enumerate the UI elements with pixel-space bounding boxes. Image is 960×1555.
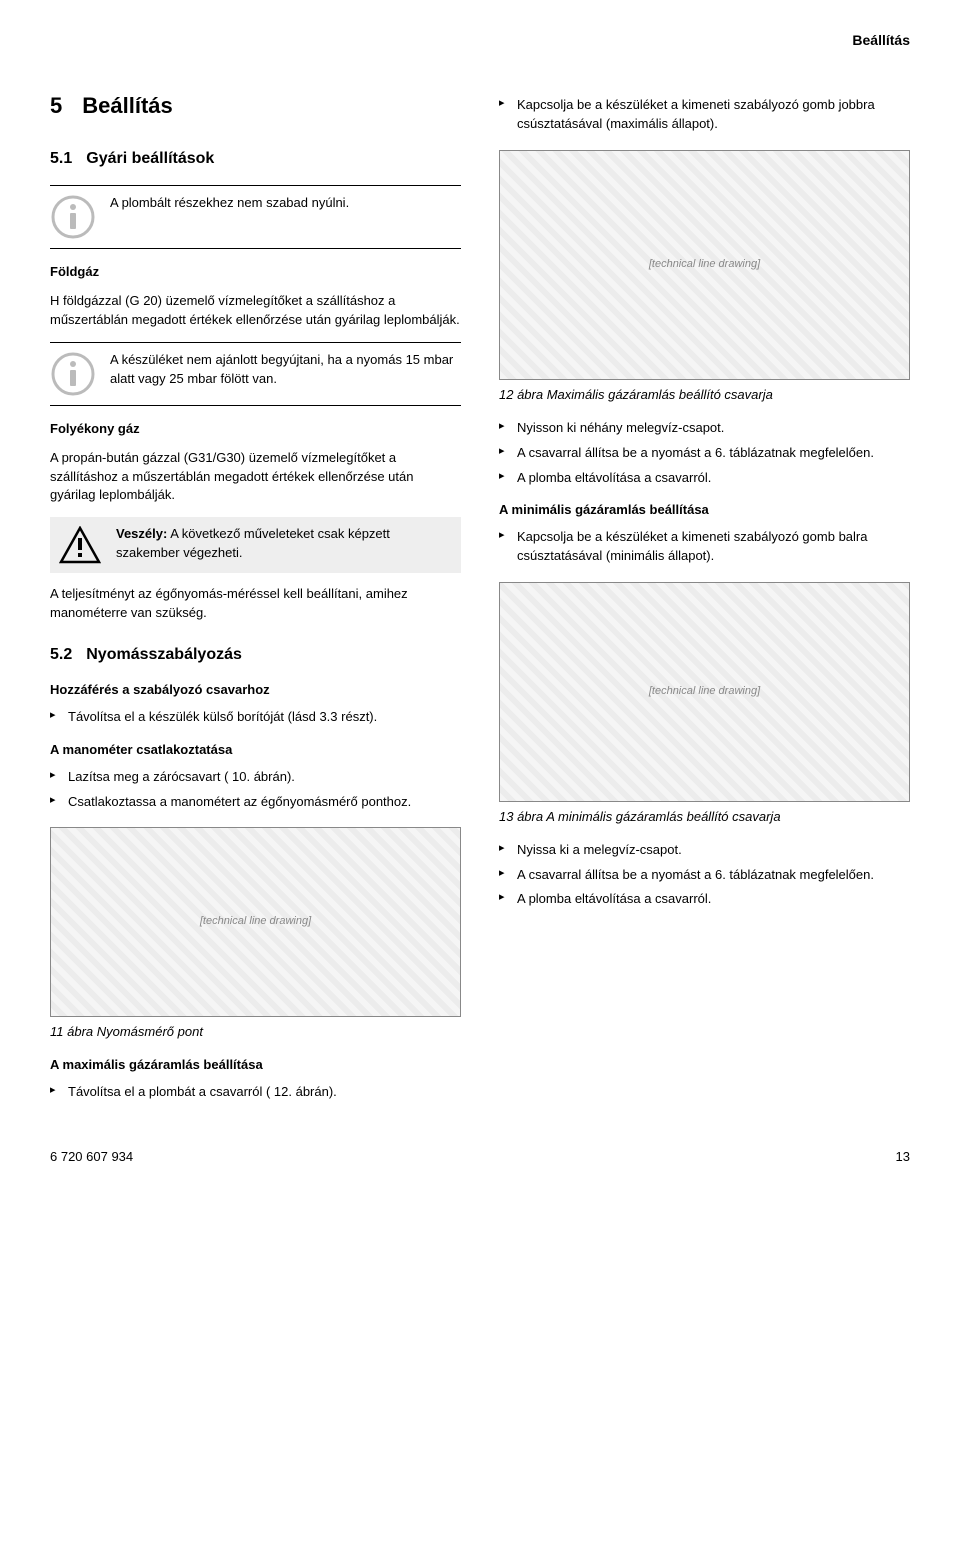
section-title: Beállítás [82,93,173,118]
para-teljesitmeny: A teljesítményt az égőnyomás-méréssel ke… [50,585,461,623]
list-kapcs-max: Kapcsolja be a készüléket a kimeneti sza… [499,96,910,134]
list-manometer: Lazítsa meg a zárócsavart ( 10. ábrán). … [50,768,461,812]
list-item: Távolítsa el a készülék külső borítóját … [50,708,461,727]
list-kapcs-min: Kapcsolja be a készüléket a kimeneti sza… [499,528,910,566]
list-item: Lazítsa meg a zárócsavart ( 10. ábrán). [50,768,461,787]
sub-title: Gyári beállítások [86,150,214,167]
warning-text: Veszély: A következő műveleteket csak ké… [116,525,453,563]
list-item: Nyissa ki a melegvíz-csapot. [499,841,910,860]
list-item: A csavarral állítsa be a nyomást a 6. tá… [499,444,910,463]
figure-13: [technical line drawing] [499,582,910,802]
list-item: Kapcsolja be a készüléket a kimeneti sza… [499,96,910,134]
figure-11-caption: 11 ábra Nyomásmérő pont [50,1023,461,1042]
subhead-foldgaz: Földgáz [50,263,461,282]
list-item: Csatlakoztassa a manométert az égőnyomás… [50,793,461,812]
warning-icon [58,525,102,565]
running-head: Beállítás [50,30,910,50]
subsection-5-1: 5.1 Gyári beállítások [50,147,461,170]
info-icon [50,194,96,240]
list-item: A plomba eltávolítása a csavarról. [499,890,910,909]
footer-pagenum: 13 [896,1148,910,1167]
sub-title: Nyomásszabályozás [86,646,242,663]
page-footer: 6 720 607 934 13 [50,1148,910,1167]
subhead-folyekony: Folyékony gáz [50,420,461,439]
info-text-1: A plombált részekhez nem szabad nyúlni. [110,194,461,213]
warning-box: Veszély: A következő műveleteket csak ké… [50,517,461,573]
figure-13-caption: 13 ábra A minimális gázáramlás beállító … [499,808,910,827]
section-number: 5 [50,93,62,118]
subhead-max: A maximális gázáramlás beállítása [50,1056,461,1075]
list-after-fig12: Nyisson ki néhány melegvíz-csapot. A csa… [499,419,910,488]
section-heading: 5 Beállítás [50,90,461,122]
para-foldgaz: H földgázzal (G 20) üzemelő vízmelegítők… [50,292,461,330]
list-item: Nyisson ki néhány melegvíz-csapot. [499,419,910,438]
sub-number: 5.1 [50,150,72,167]
list-item: A plomba eltávolítása a csavarról. [499,469,910,488]
subhead-manometer: A manométer csatlakoztatása [50,741,461,760]
info-text-2: A készüléket nem ajánlott begyújtani, ha… [110,351,461,389]
list-item: A csavarral állítsa be a nyomást a 6. tá… [499,866,910,885]
list-hozzaferes: Távolítsa el a készülék külső borítóját … [50,708,461,727]
list-item: Távolítsa el a plombát a csavarról ( 12.… [50,1083,461,1102]
figure-12: [technical line drawing] [499,150,910,380]
subhead-hozzaferes: Hozzáférés a szabályozó csavarhoz [50,681,461,700]
footer-docnum: 6 720 607 934 [50,1148,133,1167]
info-icon [50,351,96,397]
info-callout-2: A készüléket nem ajánlott begyújtani, ha… [50,342,461,406]
subsection-5-2: 5.2 Nyomásszabályozás [50,643,461,666]
info-callout-1: A plombált részekhez nem szabad nyúlni. [50,185,461,249]
left-column: 5 Beállítás 5.1 Gyári beállítások A plombá… [50,90,461,1108]
figure-11: [technical line drawing] [50,827,461,1017]
subhead-min: A minimális gázáramlás beállítása [499,501,910,520]
list-item: Kapcsolja be a készüléket a kimeneti sza… [499,528,910,566]
list-after-fig13: Nyissa ki a melegvíz-csapot. A csavarral… [499,841,910,910]
warn-bold: Veszély: [116,526,167,541]
figure-12-caption: 12 ábra Maximális gázáramlás beállító cs… [499,386,910,405]
right-column: Kapcsolja be a készüléket a kimeneti sza… [499,90,910,1108]
sub-number: 5.2 [50,646,72,663]
para-folyekony: A propán-bután gázzal (G31/G30) üzemelő … [50,449,461,506]
list-max-left: Távolítsa el a plombát a csavarról ( 12.… [50,1083,461,1102]
